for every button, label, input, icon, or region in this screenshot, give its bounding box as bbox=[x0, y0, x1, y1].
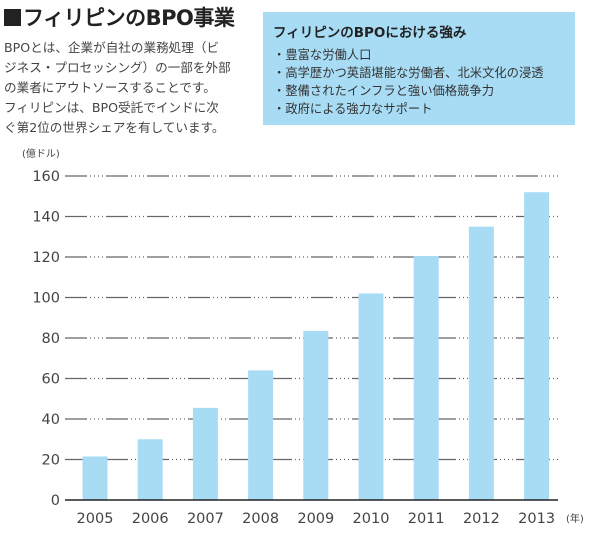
x-tick-label: 2008 bbox=[242, 511, 279, 527]
description-line: BPOとは、企業が自社の業務処理（ビ bbox=[4, 40, 220, 55]
strengths-box: フィリピンのBPOにおける強み 豊富な労働人口 高学歴かつ英語堪能な労働者、北米… bbox=[263, 12, 575, 125]
x-tick-label: 2005 bbox=[77, 511, 114, 527]
y-tick-label: 20 bbox=[42, 453, 60, 469]
bar bbox=[248, 370, 274, 500]
y-tick-label: 140 bbox=[32, 210, 60, 226]
description-line: フィリピンは、BPO受託でインドに次 bbox=[4, 100, 219, 115]
y-tick-label: 40 bbox=[42, 412, 60, 428]
x-tick-label: 2013 bbox=[518, 511, 555, 527]
y-tick-label: 120 bbox=[32, 250, 60, 266]
strength-item: 整備されたインフラと強い価格競争力 bbox=[273, 82, 565, 100]
x-tick-label: 2010 bbox=[353, 511, 390, 527]
strength-item: 高学歴かつ英語堪能な労働者、北米文化の浸透 bbox=[273, 64, 565, 82]
description-line: の業者にアウトソースすることです。 bbox=[4, 80, 216, 95]
x-axis-unit: (年) bbox=[566, 512, 584, 525]
x-tick-label: 2011 bbox=[408, 511, 445, 527]
bar bbox=[82, 456, 108, 500]
bar bbox=[524, 192, 550, 500]
x-tick-label: 2007 bbox=[187, 511, 224, 527]
bar bbox=[413, 255, 439, 500]
description: BPOとは、企業が自社の業務処理（ビ ジネス・プロセッシング）の一部を外部 の業… bbox=[4, 38, 244, 138]
strengths-title: フィリピンのBPOにおける強み bbox=[273, 25, 467, 41]
title-text: フィリピンのBPO事業 bbox=[23, 6, 235, 30]
bar bbox=[303, 330, 329, 500]
x-tick-label: 2006 bbox=[132, 511, 169, 527]
y-axis-unit: (億ドル) bbox=[22, 147, 60, 160]
strength-item: 政府による強力なサポート bbox=[273, 100, 565, 118]
strengths-list: 豊富な労働人口 高学歴かつ英語堪能な労働者、北米文化の浸透 整備されたインフラと… bbox=[273, 46, 565, 118]
bar bbox=[192, 407, 218, 500]
strength-item: 豊富な労働人口 bbox=[273, 46, 565, 64]
square-bullet-icon bbox=[4, 9, 21, 26]
y-tick-label: 160 bbox=[32, 169, 60, 185]
x-tick-label: 2009 bbox=[297, 511, 334, 527]
x-tick-label: 2012 bbox=[463, 511, 500, 527]
bar bbox=[358, 293, 384, 500]
y-tick-label: 80 bbox=[42, 331, 60, 347]
description-line: ぐ第2位の世界シェアを有しています。 bbox=[4, 120, 225, 135]
page-title: フィリピンのBPO事業 bbox=[4, 2, 235, 32]
description-line: ジネス・プロセッシング）の一部を外部 bbox=[4, 60, 231, 75]
y-tick-label: 60 bbox=[42, 372, 60, 388]
bar bbox=[137, 439, 163, 500]
y-tick-label: 100 bbox=[32, 291, 60, 307]
y-tick-label: 0 bbox=[51, 493, 60, 509]
bar bbox=[468, 226, 494, 500]
